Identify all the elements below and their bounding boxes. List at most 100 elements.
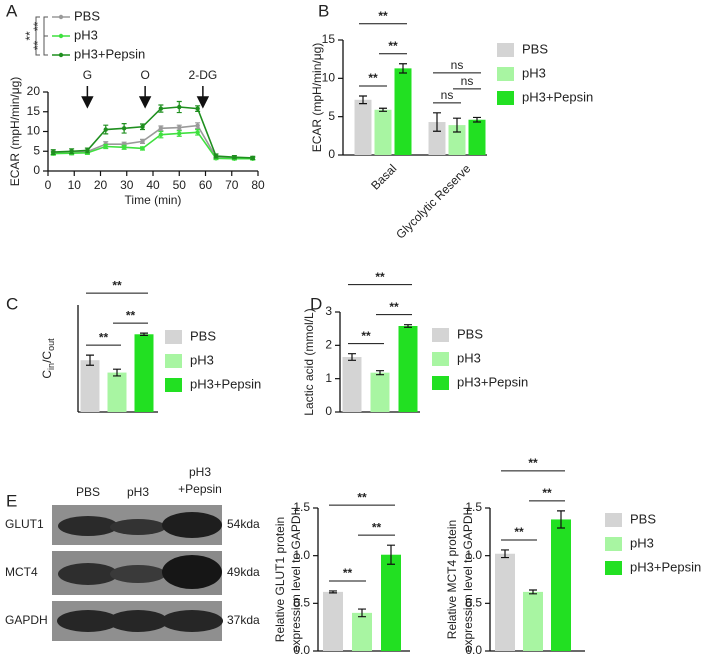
point <box>195 106 200 111</box>
point <box>103 127 108 132</box>
panel-letter: C <box>6 294 18 313</box>
y-tick-label: 0.0 <box>293 643 310 657</box>
annotation-label: G <box>83 68 92 82</box>
legend-swatch <box>165 330 182 344</box>
error-bar <box>329 590 337 594</box>
y-tick-label: 5 <box>33 143 40 157</box>
point <box>140 139 145 144</box>
x-tick-label: Basal <box>368 161 399 192</box>
significance-label: ** <box>126 308 136 322</box>
y-axis-label-part: out <box>46 338 56 351</box>
point <box>51 149 56 155</box>
legend-label: PBS <box>190 328 216 343</box>
blot-size: 37kda <box>227 613 260 627</box>
y-axis-label: expression level to GAPDH <box>289 507 303 652</box>
significance-label: ns <box>441 88 454 102</box>
error-bar <box>529 589 537 595</box>
bar <box>551 519 571 651</box>
point <box>250 155 255 161</box>
band <box>57 610 119 632</box>
bar <box>342 357 362 412</box>
y-tick-label: 0.0 <box>465 643 482 657</box>
legend-swatch <box>605 561 622 575</box>
significance-label: ** <box>31 41 45 51</box>
annotation-arrow <box>138 86 152 109</box>
error-bar <box>387 544 395 565</box>
y-tick-label: 1.0 <box>465 548 482 562</box>
x-tick-label: 20 <box>94 178 108 192</box>
band <box>110 565 166 583</box>
blot-column: pH3 <box>127 485 149 499</box>
point <box>121 126 127 131</box>
point <box>85 148 90 153</box>
legend-label: pH3 <box>630 535 654 550</box>
significance-label: ** <box>514 525 524 539</box>
panel-letter: A <box>6 1 18 20</box>
x-tick-label: 10 <box>68 178 82 192</box>
legend-label: pH3+Pepsin <box>522 89 593 104</box>
point <box>195 130 200 135</box>
error-bar <box>358 608 366 618</box>
significance-bracket <box>43 35 48 56</box>
y-tick-label: 0 <box>325 404 332 418</box>
point <box>121 145 127 150</box>
significance-label: ** <box>388 39 398 53</box>
point <box>103 144 108 149</box>
significance-label: ** <box>357 490 367 504</box>
legend-label: PBS <box>74 8 100 23</box>
y-axis-label-part: /C <box>40 351 54 363</box>
error-bar <box>433 112 441 132</box>
error-bar <box>557 510 565 529</box>
blot-row-label: GAPDH <box>5 613 48 627</box>
legend-swatch <box>165 354 182 368</box>
annotation-label: 2-DG <box>189 68 218 82</box>
blot-column: pH3 <box>189 465 211 479</box>
panel-letter: B <box>318 1 329 20</box>
legend-marker <box>58 14 64 20</box>
point <box>158 132 164 137</box>
legend-swatch <box>432 352 449 366</box>
legend-swatch <box>165 378 182 392</box>
bar <box>374 109 392 155</box>
x-tick-label: 0 <box>45 178 52 192</box>
point <box>195 123 200 128</box>
bar <box>398 326 418 412</box>
error-bar <box>501 549 509 559</box>
y-axis-label-part: in <box>46 363 56 370</box>
error-bar <box>86 354 94 366</box>
significance-label: ** <box>31 22 45 32</box>
band <box>162 512 222 538</box>
point <box>177 125 182 130</box>
blot-row-label: GLUT1 <box>5 517 44 531</box>
significance-label: ** <box>542 486 552 500</box>
y-tick-label: 15 <box>322 32 336 46</box>
legend-swatch <box>432 328 449 342</box>
significance-label: ** <box>368 71 378 85</box>
legend-label: pH3+Pepsin <box>630 559 701 574</box>
error-bar <box>113 368 121 377</box>
bar <box>448 125 466 155</box>
x-tick-label: 60 <box>199 178 213 192</box>
error-bar <box>348 353 356 361</box>
error-bar <box>399 63 407 74</box>
y-axis-label: ECAR (mpH/min/μg) <box>8 77 22 187</box>
legend-label: PBS <box>630 511 656 526</box>
error-bar <box>404 324 412 328</box>
band <box>58 516 118 536</box>
y-axis-label: Lactic acid (mmol/L) <box>302 308 316 415</box>
legend-label: PBS <box>457 326 483 341</box>
significance-label: ** <box>378 9 388 23</box>
y-tick-label: 1.5 <box>465 500 482 514</box>
y-tick-label: 20 <box>27 84 41 98</box>
x-axis-label: Time (min) <box>125 193 182 207</box>
significance-label: ** <box>389 300 399 314</box>
error-bar <box>453 117 461 133</box>
legend-marker <box>58 52 64 58</box>
significance-label: ns <box>451 58 464 72</box>
error-bar <box>359 95 367 105</box>
legend-label: pH3 <box>190 352 214 367</box>
y-tick-label: 1 <box>325 371 332 385</box>
bar <box>495 553 515 651</box>
series-line <box>53 131 253 160</box>
band <box>58 563 118 585</box>
